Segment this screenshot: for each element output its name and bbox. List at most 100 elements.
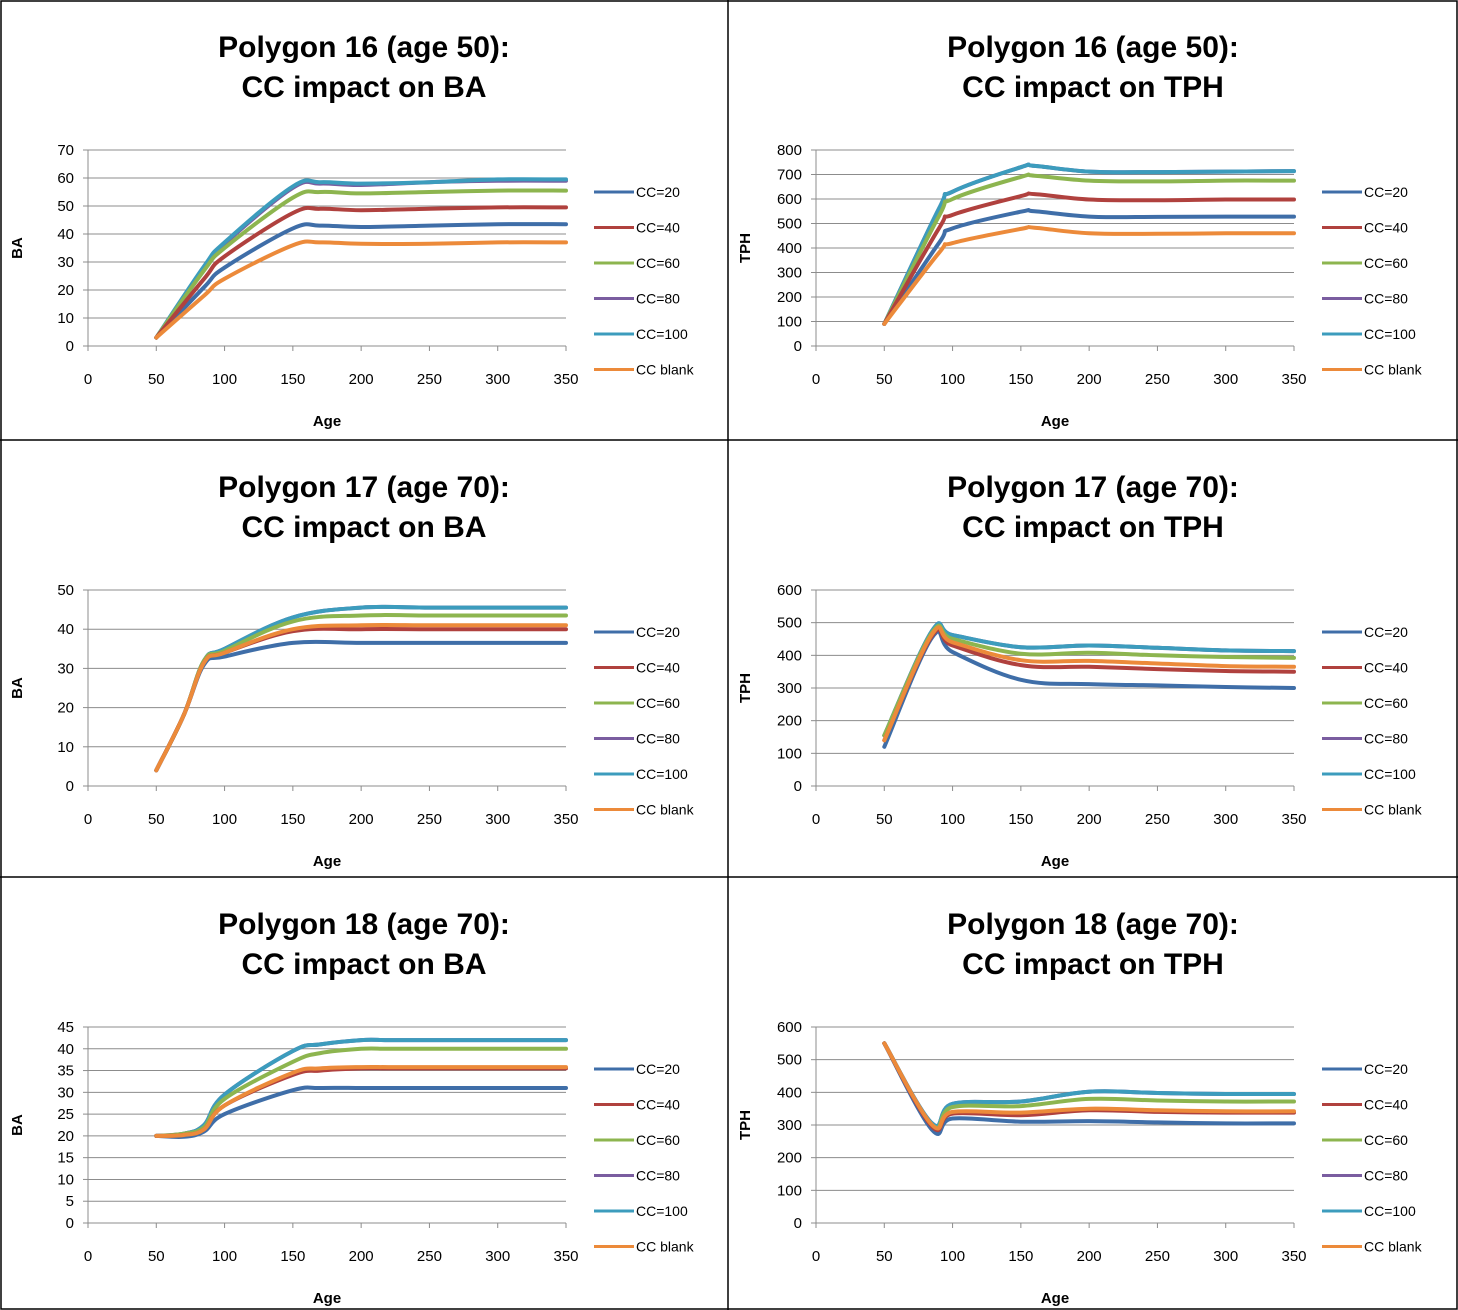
y-tick-label: 50 xyxy=(57,198,74,215)
legend-label: CC=80 xyxy=(1364,291,1408,307)
x-tick-label: 300 xyxy=(1213,1248,1238,1265)
y-tick-label: 200 xyxy=(777,713,802,730)
legend-label: CC=100 xyxy=(1364,766,1416,782)
y-axis-label: BA xyxy=(9,677,26,699)
legend-label: CC=100 xyxy=(636,1203,688,1219)
x-tick-label: 350 xyxy=(553,1248,578,1265)
legend-label: CC=60 xyxy=(636,1132,680,1148)
x-tick-label: 0 xyxy=(812,811,820,828)
y-tick-label: 200 xyxy=(777,289,802,306)
x-tick-label: 300 xyxy=(485,811,510,828)
y-tick-label: 800 xyxy=(777,142,802,159)
y-tick-label: 20 xyxy=(57,1128,74,1145)
legend-label: CC=40 xyxy=(636,660,680,676)
chart-title: Polygon 18 (age 70): CC impact on BA xyxy=(218,908,510,981)
y-tick-label: 100 xyxy=(777,745,802,762)
legend-label: CC=20 xyxy=(636,624,680,640)
y-tick-label: 500 xyxy=(777,216,802,233)
y-tick-label: 200 xyxy=(777,1150,802,1167)
legend-label: CC=100 xyxy=(1364,1203,1416,1219)
y-tick-label: 0 xyxy=(794,778,802,795)
chart-title-line: Polygon 18 (age 70): xyxy=(947,908,1239,941)
x-tick-label: 100 xyxy=(940,1248,965,1265)
x-tick-label: 200 xyxy=(349,1248,374,1265)
x-axis-label: Age xyxy=(1041,413,1069,430)
legend-label: CC=20 xyxy=(1364,184,1408,200)
y-tick-label: 30 xyxy=(57,254,74,271)
x-tick-label: 350 xyxy=(1281,371,1306,388)
y-tick-label: 10 xyxy=(57,310,74,327)
chart-title: Polygon 16 (age 50): CC impact on TPH xyxy=(947,31,1239,104)
x-tick-label: 150 xyxy=(1008,811,1033,828)
legend-label: CC=20 xyxy=(636,1061,680,1077)
legend-label: CC=60 xyxy=(1364,695,1408,711)
x-tick-label: 50 xyxy=(876,811,893,828)
legend-label: CC blank xyxy=(636,802,695,818)
chart-panel-2: Polygon 16 (age 50): CC impact on TPH 0 100… xyxy=(737,31,1423,430)
x-tick-label: 200 xyxy=(1077,1248,1102,1265)
y-axis-label: TPH xyxy=(737,673,754,703)
y-tick-label: 400 xyxy=(777,240,802,257)
y-tick-label: 500 xyxy=(777,1052,802,1069)
chart-title-line: CC impact on TPH xyxy=(962,71,1224,104)
x-tick-label: 50 xyxy=(148,1248,165,1265)
y-tick-label: 10 xyxy=(57,739,74,756)
legend-label: CC=100 xyxy=(636,326,688,342)
y-tick-label: 400 xyxy=(777,647,802,664)
x-tick-label: 150 xyxy=(280,1248,305,1265)
x-tick-label: 250 xyxy=(417,811,442,828)
y-tick-label: 0 xyxy=(66,778,74,795)
x-tick-label: 50 xyxy=(876,371,893,388)
x-tick-label: 0 xyxy=(84,811,92,828)
x-axis-label: Age xyxy=(1041,1290,1069,1307)
y-tick-label: 30 xyxy=(57,660,74,677)
x-tick-label: 100 xyxy=(940,371,965,388)
legend-label: CC=80 xyxy=(1364,731,1408,747)
x-tick-label: 200 xyxy=(349,371,374,388)
x-tick-label: 200 xyxy=(1077,811,1102,828)
x-axis-label: Age xyxy=(313,413,341,430)
y-tick-label: 100 xyxy=(777,1182,802,1199)
x-tick-label: 350 xyxy=(1281,811,1306,828)
y-tick-label: 100 xyxy=(777,314,802,331)
y-tick-label: 20 xyxy=(57,700,74,717)
y-tick-label: 600 xyxy=(777,582,802,599)
chart-title: Polygon 16 (age 50): CC impact on BA xyxy=(218,31,510,104)
y-tick-label: 5 xyxy=(66,1193,74,1210)
y-tick-label: 30 xyxy=(57,1084,74,1101)
chart-panel-1: Polygon 16 (age 50): CC impact on BA 0 10 20… xyxy=(9,31,695,430)
x-tick-label: 100 xyxy=(212,811,237,828)
x-tick-label: 250 xyxy=(417,1248,442,1265)
y-tick-label: 40 xyxy=(57,226,74,243)
series-line-cc-blank xyxy=(882,1041,1296,1131)
chart-title: Polygon 18 (age 70): CC impact on TPH xyxy=(947,908,1239,981)
y-tick-label: 50 xyxy=(57,582,74,599)
x-tick-label: 100 xyxy=(212,1248,237,1265)
legend-label: CC=20 xyxy=(636,184,680,200)
series-line-cc-40 xyxy=(154,205,568,340)
legend-label: CC=60 xyxy=(636,255,680,271)
x-axis-label: Age xyxy=(313,853,341,870)
y-axis-label: BA xyxy=(9,237,26,259)
series-line-cc-blank xyxy=(154,622,568,773)
series-line-cc-blank xyxy=(882,625,1296,743)
legend-label: CC=20 xyxy=(1364,1061,1408,1077)
legend-label: CC=60 xyxy=(1364,1132,1408,1148)
x-tick-label: 250 xyxy=(1145,811,1170,828)
legend-label: CC blank xyxy=(1364,802,1423,818)
x-tick-label: 150 xyxy=(280,371,305,388)
legend-label: CC blank xyxy=(636,1239,695,1255)
chart-panel-5: Polygon 18 (age 70): CC impact on BA 0 5 10 1… xyxy=(9,908,695,1307)
legend-label: CC blank xyxy=(1364,1239,1423,1255)
legend-label: CC=40 xyxy=(636,1097,680,1113)
y-tick-label: 40 xyxy=(57,1041,74,1058)
chart-panel-4: Polygon 17 (age 70): CC impact on TPH 0 100… xyxy=(737,471,1423,870)
chart-title-line: Polygon 18 (age 70): xyxy=(218,908,510,941)
y-tick-label: 600 xyxy=(777,1019,802,1036)
legend-label: CC=80 xyxy=(636,731,680,747)
x-tick-label: 0 xyxy=(84,1248,92,1265)
x-tick-label: 50 xyxy=(148,371,165,388)
x-tick-label: 300 xyxy=(1213,811,1238,828)
